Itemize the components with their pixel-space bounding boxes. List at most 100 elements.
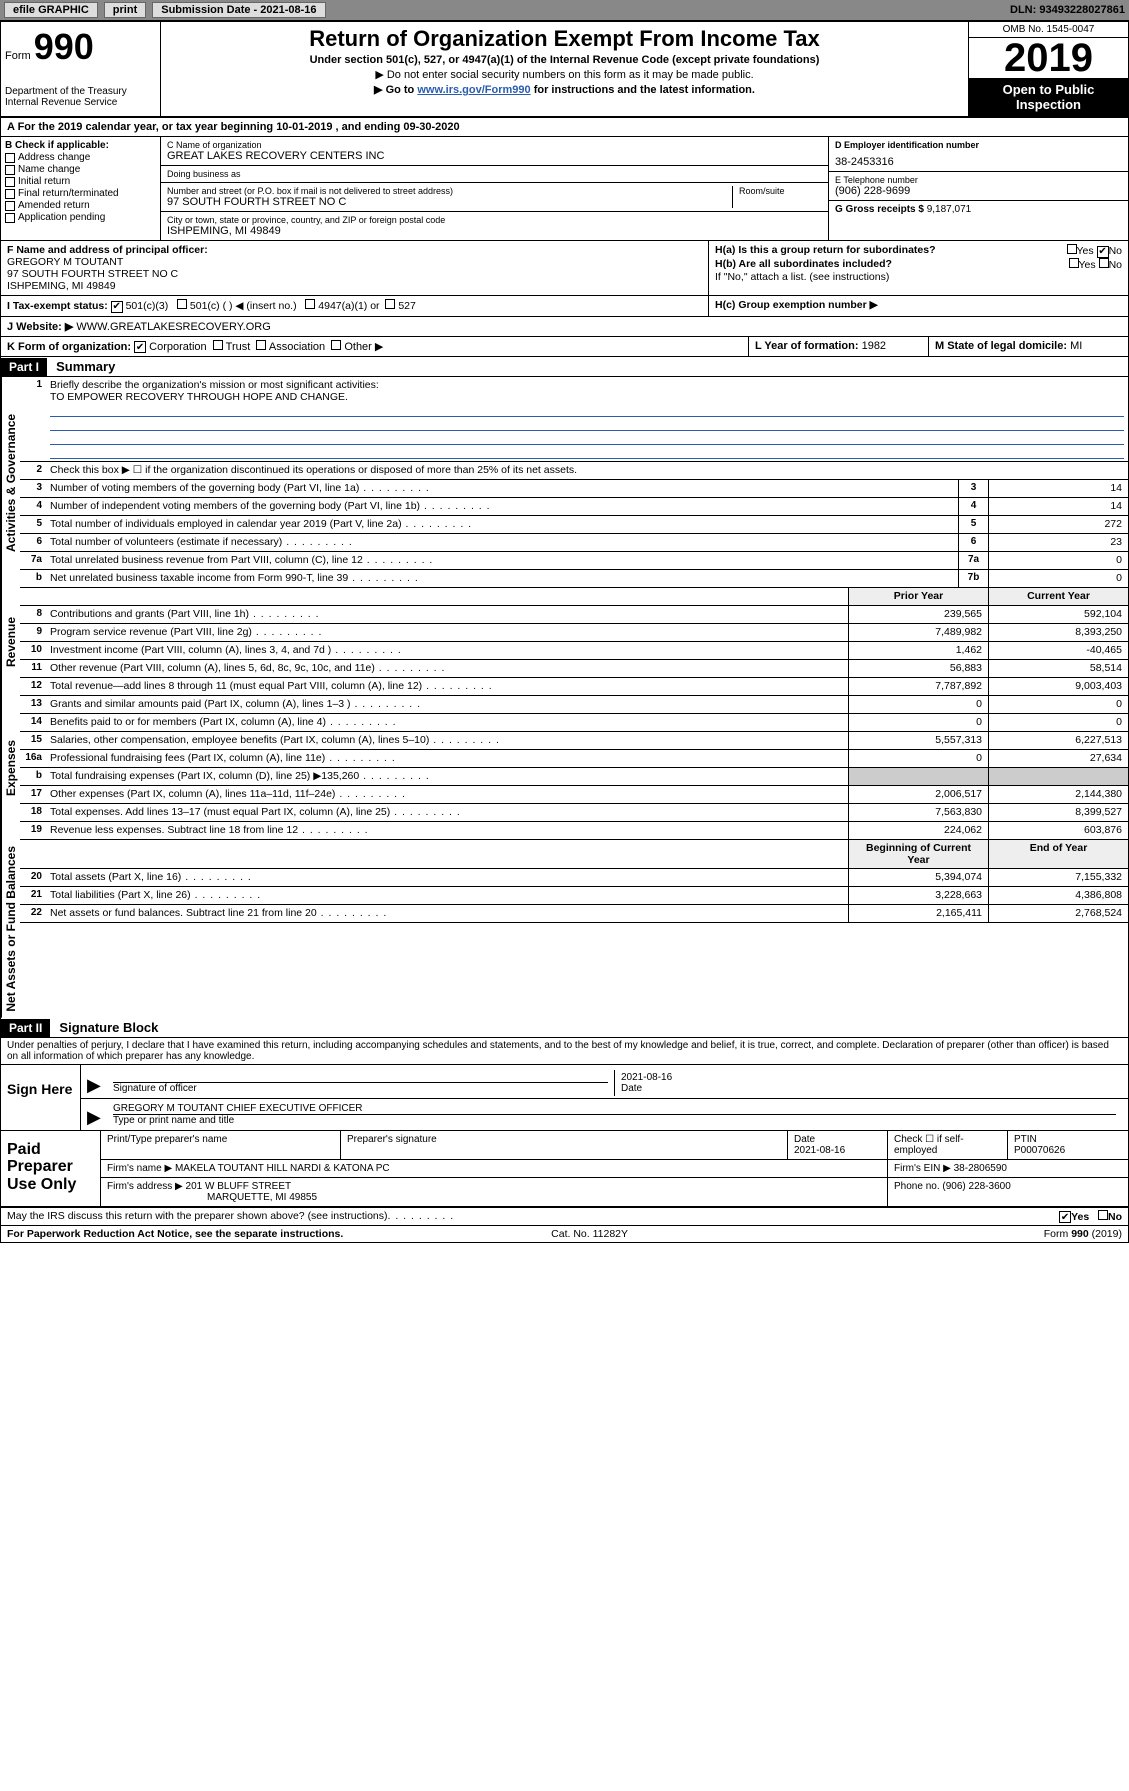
summary-line: 18Total expenses. Add lines 13–17 (must … — [20, 804, 1128, 822]
4947-checkbox[interactable] — [305, 299, 315, 309]
final-return-checkbox[interactable] — [5, 189, 15, 199]
line-number: 20 — [20, 869, 46, 886]
line-value: 0 — [988, 570, 1128, 587]
501c-checkbox[interactable] — [177, 299, 187, 309]
assoc-checkbox[interactable] — [256, 340, 266, 350]
line-number: 14 — [20, 714, 46, 731]
prior-year-value: 224,062 — [848, 822, 988, 839]
gross-receipts-value: 9,187,071 — [927, 204, 972, 215]
line-desc: Total expenses. Add lines 13–17 (must eq… — [46, 804, 848, 821]
prep-phone: (906) 228-3600 — [942, 1181, 1010, 1192]
current-year-value: 592,104 — [988, 606, 1128, 623]
line-desc: Total assets (Part X, line 16) — [46, 869, 848, 886]
prior-year-value: 0 — [848, 750, 988, 767]
print-button[interactable]: print — [104, 2, 146, 18]
state-domicile-label: M State of legal domicile: — [935, 340, 1067, 352]
summary-line: 5Total number of individuals employed in… — [20, 516, 1128, 534]
prior-year-value: 0 — [848, 714, 988, 731]
line-desc: Total number of individuals employed in … — [46, 516, 958, 533]
hb-yes: Yes — [1079, 259, 1096, 271]
discuss-yes-checkbox[interactable]: ✔ — [1059, 1211, 1071, 1223]
line-desc: Salaries, other compensation, employee b… — [46, 732, 848, 749]
prep-col-0: Print/Type preparer's name — [101, 1131, 341, 1159]
cat-no: Cat. No. 11282Y — [551, 1228, 628, 1240]
summary-line: bNet unrelated business taxable income f… — [20, 570, 1128, 588]
part2-bar: Part II — [1, 1019, 50, 1037]
summary-line: 4Number of independent voting members of… — [20, 498, 1128, 516]
current-year-value: 6,227,513 — [988, 732, 1128, 749]
current-year-value: 4,386,808 — [988, 887, 1128, 904]
line-box: 3 — [958, 480, 988, 497]
527-checkbox[interactable] — [385, 299, 395, 309]
form-org-label: K Form of organization: — [7, 341, 131, 353]
line-value: 14 — [988, 480, 1128, 497]
corp-checkbox[interactable]: ✔ — [134, 341, 146, 353]
ptin-label: PTIN — [1014, 1134, 1122, 1145]
line-value: 14 — [988, 498, 1128, 515]
irs-form990-link[interactable]: www.irs.gov/Form990 — [417, 84, 530, 96]
current-year-value — [988, 768, 1128, 785]
line-desc: Contributions and grants (Part VIII, lin… — [46, 606, 848, 623]
line-number: 9 — [20, 624, 46, 641]
ein-value: 38-2453316 — [835, 156, 1122, 168]
year-formation-label: L Year of formation: — [755, 340, 859, 352]
section-b-checkboxes: B Check if applicable: Address change Na… — [1, 137, 161, 240]
opt-1: Name change — [18, 164, 80, 175]
col-prior-header: Beginning of Current Year — [848, 840, 988, 868]
part1-bar: Part I — [1, 358, 47, 376]
ha-yes: Yes — [1077, 245, 1094, 257]
ha-yes-checkbox[interactable] — [1067, 244, 1077, 254]
tax-year: 2019 — [969, 38, 1128, 78]
hb-yes-checkbox[interactable] — [1069, 258, 1079, 268]
summary-group: Expenses13Grants and similar amounts pai… — [1, 696, 1128, 840]
summary-group: Net Assets or Fund Balances Beginning of… — [1, 840, 1128, 1018]
summary-line: 2Check this box ▶ ☐ if the organization … — [20, 462, 1128, 480]
firm-ein: 38-2806590 — [954, 1163, 1007, 1174]
other-checkbox[interactable] — [331, 340, 341, 350]
application-pending-checkbox[interactable] — [5, 213, 15, 223]
opt-corp: Corporation — [149, 341, 206, 353]
line-box: 4 — [958, 498, 988, 515]
summary-line: bTotal fundraising expenses (Part IX, co… — [20, 768, 1128, 786]
line-number: b — [20, 768, 46, 785]
line-number: 22 — [20, 905, 46, 922]
addr-value: 97 SOUTH FOURTH STREET NO C — [167, 196, 732, 208]
paid-preparer-label: Paid Preparer Use Only — [1, 1131, 101, 1206]
hb-no-checkbox[interactable] — [1099, 258, 1109, 268]
summary-line: 6Total number of volunteers (estimate if… — [20, 534, 1128, 552]
501c3-checkbox[interactable]: ✔ — [111, 301, 123, 313]
efile-graphic-button[interactable]: efile GRAPHIC — [4, 2, 98, 18]
trust-checkbox[interactable] — [213, 340, 223, 350]
line-desc: Other expenses (Part IX, column (A), lin… — [46, 786, 848, 803]
line-number: 15 — [20, 732, 46, 749]
current-year-value: 9,003,403 — [988, 678, 1128, 695]
discuss-no-checkbox[interactable] — [1098, 1210, 1108, 1220]
form-subtitle: Under section 501(c), 527, or 4947(a)(1)… — [169, 54, 960, 66]
amended-return-checkbox[interactable] — [5, 201, 15, 211]
opt-assoc: Association — [269, 341, 325, 353]
summary-line: 7aTotal unrelated business revenue from … — [20, 552, 1128, 570]
current-year-value: 8,399,527 — [988, 804, 1128, 821]
opt-527: 527 — [398, 300, 416, 312]
address-change-checkbox[interactable] — [5, 153, 15, 163]
sig-date: 2021-08-16 — [621, 1072, 1116, 1083]
initial-return-checkbox[interactable] — [5, 177, 15, 187]
summary-line: 20Total assets (Part X, line 16) 5,394,0… — [20, 869, 1128, 887]
goto-pre: ▶ Go to — [374, 84, 417, 96]
opt-5: Application pending — [18, 212, 105, 223]
prep-col-1: Preparer's signature — [341, 1131, 788, 1159]
gross-receipts-label: G Gross receipts $ — [835, 204, 924, 215]
current-year-value: 2,768,524 — [988, 905, 1128, 922]
name-change-checkbox[interactable] — [5, 165, 15, 175]
officer-label: F Name and address of principal officer: — [7, 244, 702, 256]
website-url: WWW.GREATLAKESRECOVERY.ORG — [76, 321, 270, 333]
col-current-header: End of Year — [988, 840, 1128, 868]
hb-label: H(b) Are all subordinates included? — [715, 258, 892, 270]
line-desc: Revenue less expenses. Subtract line 18 … — [46, 822, 848, 839]
line-box: 6 — [958, 534, 988, 551]
city-label: City or town, state or province, country… — [167, 215, 822, 225]
part2-title: Signature Block — [53, 1018, 164, 1037]
state-domicile-value: MI — [1070, 340, 1082, 352]
line-value: 272 — [988, 516, 1128, 533]
ha-no-checkbox[interactable]: ✔ — [1097, 246, 1109, 258]
